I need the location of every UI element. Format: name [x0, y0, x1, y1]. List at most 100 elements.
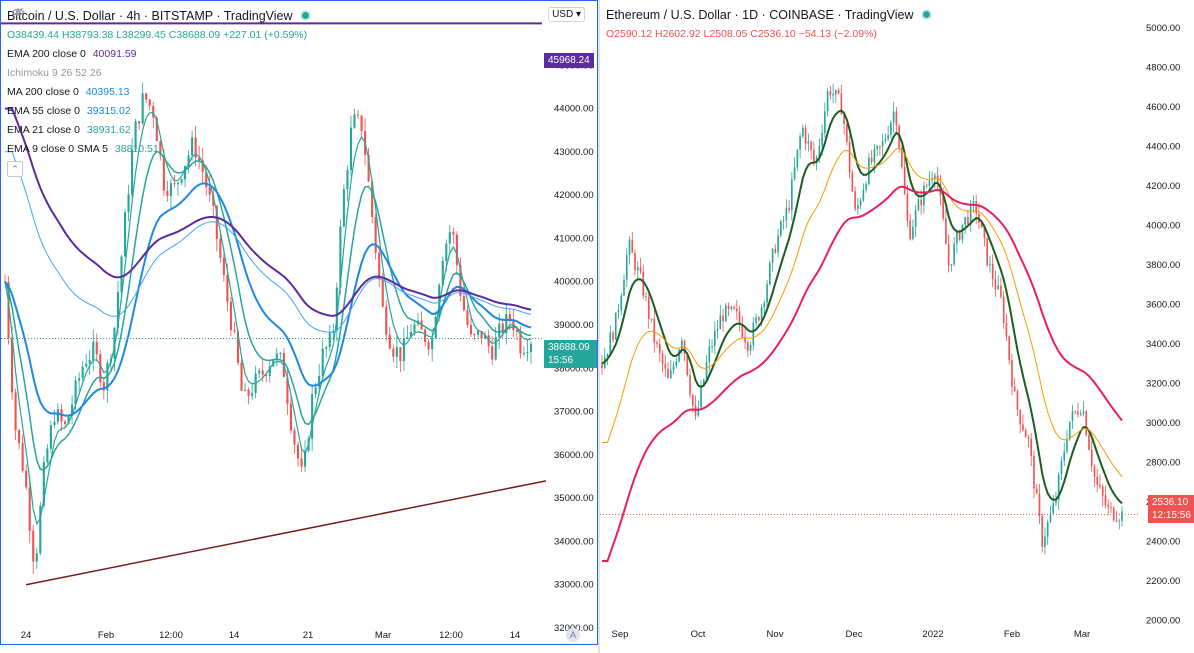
candle-body	[887, 135, 889, 139]
eth-chart-pane[interactable]: 2000.002200.002400.002600.002800.003000.…	[600, 0, 1194, 645]
candle-body	[441, 260, 444, 285]
pane-separator[interactable]	[598, 0, 600, 653]
candle-body	[1088, 435, 1090, 450]
candle-body	[807, 141, 810, 144]
candle-body	[385, 306, 388, 335]
candle-body	[505, 313, 508, 334]
candle-body	[826, 91, 829, 112]
candle-body	[219, 238, 222, 258]
btc-interval[interactable]: 4h	[126, 9, 141, 23]
indicator-ema21[interactable]: EMA 21 close 0 38931.62	[7, 121, 309, 140]
candle-body	[771, 248, 774, 263]
candle-body	[226, 274, 229, 302]
x-tick-label: Feb	[1004, 629, 1020, 640]
candle-body	[947, 244, 950, 266]
eye-hidden-icon[interactable]	[11, 7, 25, 17]
candle-body	[159, 141, 162, 156]
candle-body	[606, 353, 609, 358]
candle-body	[647, 297, 650, 320]
candle-body	[1115, 520, 1118, 522]
candle-body	[296, 444, 300, 459]
hline-price-label[interactable]: 45968.24	[544, 53, 594, 68]
candle-body	[258, 370, 261, 374]
candle-body	[335, 287, 338, 331]
candle-body	[986, 238, 989, 266]
candle-body	[11, 338, 14, 393]
candle-body	[964, 217, 966, 225]
currency-selector[interactable]: USD ▾	[548, 7, 585, 22]
btc-chart-canvas[interactable]: 32000.0033000.0034000.0035000.0036000.00…	[1, 1, 598, 645]
bar-countdown: 15:56	[548, 355, 574, 366]
x-tick-label: 2022	[922, 629, 943, 640]
eth-interval[interactable]: 1D	[742, 8, 759, 22]
candle-body	[194, 137, 197, 158]
candle-body	[840, 93, 843, 115]
eth-chart-canvas[interactable]: 2000.002200.002400.002600.002800.003000.…	[600, 0, 1194, 645]
candle-body	[914, 210, 917, 227]
candle-body	[873, 148, 876, 163]
candle-body	[628, 239, 631, 256]
candle-body	[925, 185, 928, 187]
btc-chart-pane[interactable]: 32000.0033000.0034000.0035000.0036000.00…	[0, 0, 598, 645]
indicator-ma200[interactable]: MA 200 close 0 40395.13	[7, 83, 309, 102]
candle-body	[793, 167, 796, 180]
btc-symbol[interactable]: Bitcoin / U.S. Dollar	[7, 9, 116, 23]
eth-symbol[interactable]: Ethereum / U.S. Dollar	[606, 8, 732, 22]
candle-body	[815, 157, 818, 162]
candle-body	[961, 224, 964, 240]
candle-body	[113, 327, 116, 359]
candle-body	[127, 194, 130, 213]
candle-body	[702, 379, 705, 386]
candle-body	[399, 347, 402, 362]
candle-body	[832, 94, 834, 96]
candle-body	[56, 409, 60, 422]
indicator-ema55[interactable]: EMA 55 close 0 39315.02	[7, 102, 309, 121]
collapse-legend-button[interactable]: ⌃	[7, 161, 23, 177]
x-tick-label: Mar	[1074, 629, 1090, 640]
candle-body	[1118, 520, 1121, 522]
last-price-value: 38688.09	[548, 342, 590, 353]
candle-body	[402, 338, 405, 362]
candle-body	[452, 231, 455, 235]
candle-body	[857, 205, 859, 209]
y-tick-label: 41000.00	[554, 233, 594, 244]
candle-body	[374, 216, 377, 253]
candle-body	[166, 190, 169, 196]
candle-body	[406, 337, 409, 339]
candle-body	[1024, 430, 1027, 438]
candle-body	[392, 348, 395, 357]
candle-body	[879, 146, 881, 148]
candle-body	[788, 207, 790, 211]
indicator-ema200[interactable]: EMA 200 close 0 40091.59	[7, 45, 309, 64]
x-tick-label: Feb	[98, 630, 114, 641]
candle-body	[63, 421, 67, 424]
candle-body	[755, 317, 757, 323]
candle-body	[18, 429, 21, 444]
y-tick-label: 3800.00	[1146, 260, 1180, 271]
indicator-ichimoku[interactable]: Ichimoku 9 26 52 26	[7, 7, 309, 83]
candle-body	[631, 239, 634, 253]
candle-body	[691, 394, 694, 406]
candle-body	[738, 311, 741, 325]
candle-body	[645, 295, 647, 298]
candle-body	[1008, 336, 1011, 360]
eth-change: −54.13 (−2.09%)	[798, 28, 877, 40]
candle-body	[346, 170, 349, 190]
candle-body	[1011, 359, 1013, 387]
auto-scale-button[interactable]: A	[566, 628, 580, 642]
candle-body	[881, 141, 884, 147]
candle-body	[876, 146, 878, 149]
candle-body	[890, 122, 892, 136]
candle-body	[459, 265, 462, 296]
candle-body	[727, 305, 730, 310]
candle-body	[969, 203, 972, 225]
candle-body	[268, 366, 271, 377]
candle-body	[796, 149, 799, 168]
candle-body	[339, 226, 342, 288]
candle-body	[903, 167, 906, 194]
indicator-ema9[interactable]: EMA 9 close 0 SMA 5 38810.51	[7, 140, 309, 159]
candle-body	[708, 346, 711, 363]
candle-body	[123, 212, 127, 257]
candle-body	[35, 553, 38, 562]
candle-body	[201, 160, 204, 172]
